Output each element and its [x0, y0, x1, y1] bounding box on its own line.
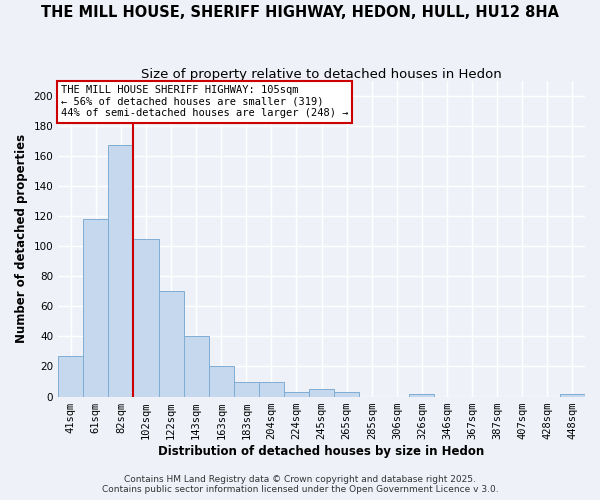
Bar [334, 392, 359, 396]
Text: THE MILL HOUSE SHERIFF HIGHWAY: 105sqm
← 56% of detached houses are smaller (319: THE MILL HOUSE SHERIFF HIGHWAY: 105sqm ←… [61, 85, 349, 118]
Bar [409, 394, 434, 396]
Bar [209, 366, 234, 396]
Bar [83, 219, 109, 396]
X-axis label: Distribution of detached houses by size in Hedon: Distribution of detached houses by size … [158, 444, 485, 458]
Bar [259, 382, 284, 396]
Bar [560, 394, 585, 396]
Bar [234, 382, 259, 396]
Bar [309, 389, 334, 396]
Bar [184, 336, 209, 396]
Bar [58, 356, 83, 397]
Bar [158, 291, 184, 397]
Bar [284, 392, 309, 396]
Title: Size of property relative to detached houses in Hedon: Size of property relative to detached ho… [141, 68, 502, 80]
Y-axis label: Number of detached properties: Number of detached properties [15, 134, 28, 343]
Text: THE MILL HOUSE, SHERIFF HIGHWAY, HEDON, HULL, HU12 8HA: THE MILL HOUSE, SHERIFF HIGHWAY, HEDON, … [41, 5, 559, 20]
Text: Contains HM Land Registry data © Crown copyright and database right 2025.
Contai: Contains HM Land Registry data © Crown c… [101, 474, 499, 494]
Bar [133, 238, 158, 396]
Bar [109, 145, 133, 397]
